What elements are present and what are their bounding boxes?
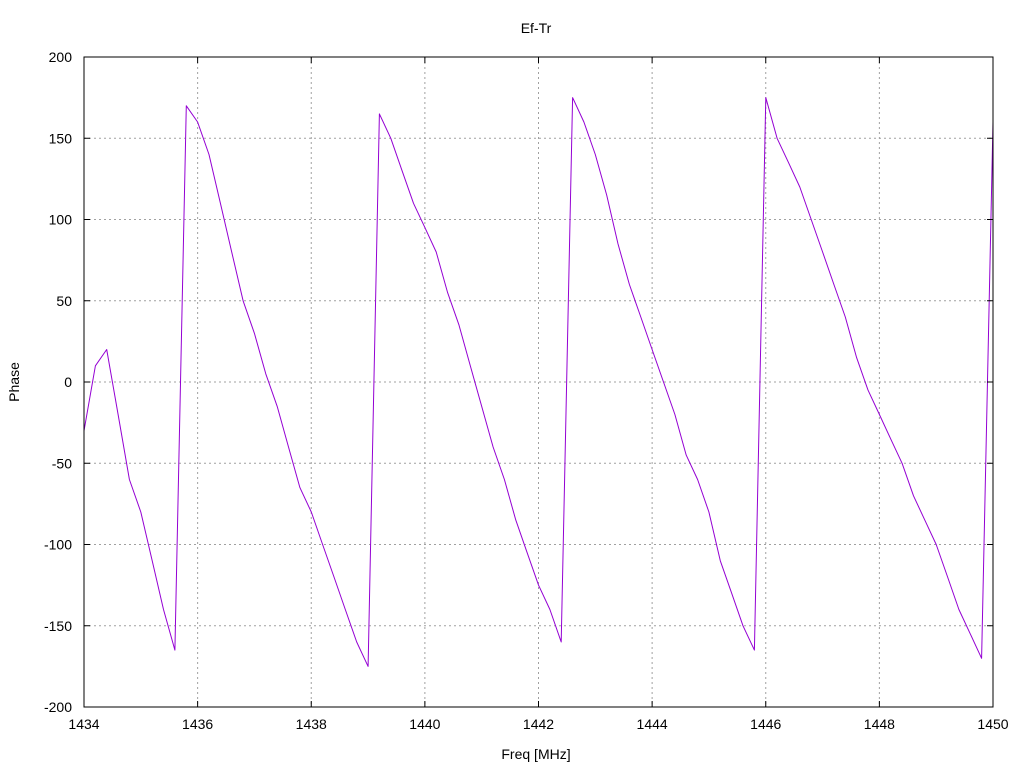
grid-lines (84, 57, 993, 707)
y-tick-label: -200 (44, 699, 72, 715)
x-tick-label: 1442 (523, 716, 554, 732)
y-tick-label: 200 (49, 49, 73, 65)
y-tick-label: 100 (49, 212, 73, 228)
x-tick-label: 1448 (864, 716, 895, 732)
x-tick-label: 1444 (637, 716, 668, 732)
x-tick-label: 1434 (68, 716, 99, 732)
phase-series-line (83, 97, 994, 667)
x-tick-label: 1450 (977, 716, 1008, 732)
y-axis-label: Phase (6, 362, 22, 402)
chart-title: Ef-Tr (521, 20, 552, 36)
y-tick-label: -100 (44, 537, 72, 553)
x-tick-labels: 1434 1436 1438 1440 1442 1444 1446 1448 1450 (68, 716, 1008, 732)
x-tick-label: 1446 (750, 716, 781, 732)
x-tick-label: 1440 (409, 716, 440, 732)
x-tick-label: 1436 (182, 716, 213, 732)
y-tick-label: -150 (44, 618, 72, 634)
x-tick-label: 1438 (296, 716, 327, 732)
y-tick-label: 150 (49, 130, 73, 146)
y-tick-label: 50 (56, 293, 72, 309)
axis-ticks (83, 56, 994, 708)
y-tick-label: -50 (52, 455, 72, 471)
y-tick-labels: -200 -150 -100 -50 0 50 100 150 200 (44, 49, 72, 715)
x-axis-label: Freq [MHz] (501, 746, 570, 762)
y-tick-label: 0 (64, 374, 72, 390)
